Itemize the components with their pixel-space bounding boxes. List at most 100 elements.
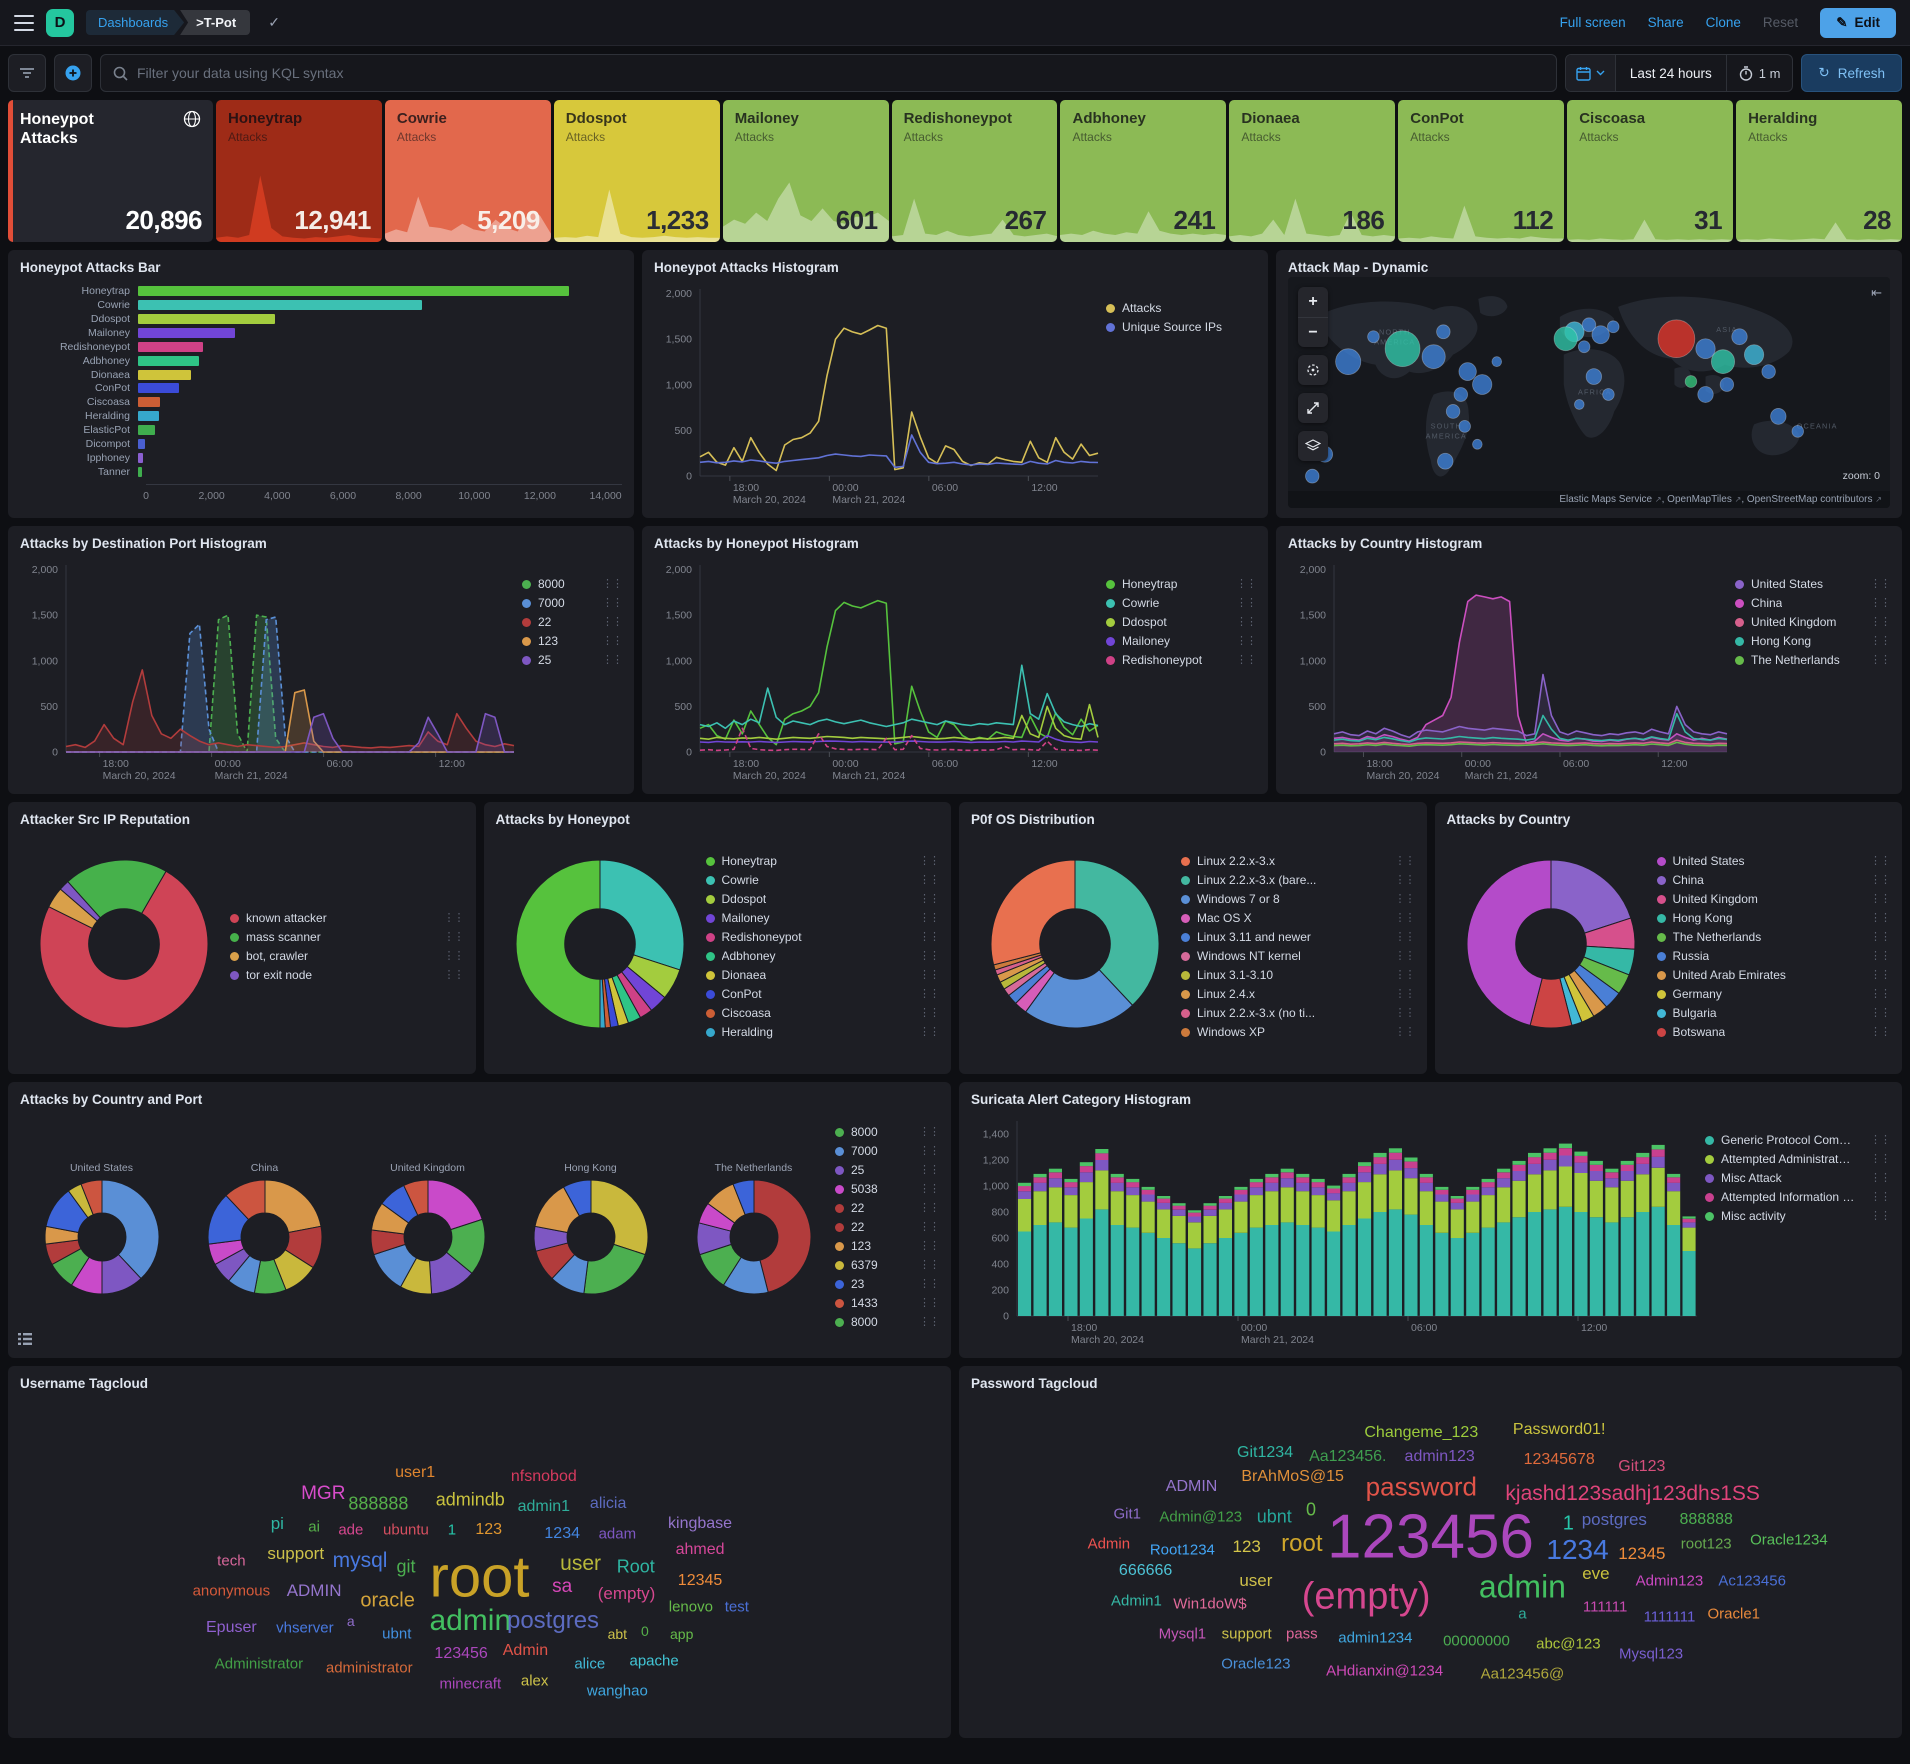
tagcloud-word[interactable]: Git123	[1618, 1457, 1666, 1475]
panel-title[interactable]: Attacks by Honeypot Histogram	[654, 536, 859, 551]
tagcloud-word[interactable]: kjashd123sadhj123dhs1SS	[1505, 1481, 1760, 1505]
tagcloud-word[interactable]: AHdianxin@1234	[1326, 1662, 1444, 1680]
legend-item[interactable]: ConPot ⋮⋮	[705, 985, 940, 1004]
legend-menu-icon[interactable]: ⋮⋮	[919, 968, 940, 981]
tagcloud-word[interactable]: kingbase	[668, 1514, 733, 1532]
tagcloud-word[interactable]: MGR	[301, 1482, 346, 1504]
legend-item[interactable]: China ⋮⋮	[1735, 594, 1891, 613]
tagcloud-word[interactable]: ubnt	[382, 1625, 412, 1643]
panel-title[interactable]: Attacks by Honeypot	[495, 812, 630, 827]
panel-title[interactable]: Honeypot Attacks Histogram	[654, 260, 839, 275]
legend-menu-icon[interactable]: ⋮⋮	[1236, 654, 1257, 666]
tagcloud-word[interactable]: Git1234	[1237, 1444, 1294, 1462]
legend-menu-icon[interactable]: ⋮⋮	[1394, 987, 1416, 1000]
legend-menu-icon[interactable]: ⋮⋮	[919, 1025, 940, 1038]
legend-menu-icon[interactable]: ⋮⋮	[1870, 854, 1891, 867]
legend-menu-icon[interactable]: ⋮⋮	[1394, 1006, 1416, 1019]
tagcloud-word[interactable]: Git1	[1113, 1505, 1141, 1523]
legend-item[interactable]: Botswana ⋮⋮	[1656, 1023, 1891, 1042]
legend-item[interactable]: Attempted Information L... ⋮⋮	[1705, 1188, 1891, 1207]
tagcloud-word[interactable]: Admin@123	[1159, 1508, 1243, 1526]
panel-title[interactable]: Attack Map - Dynamic	[1288, 260, 1429, 275]
bar-row[interactable]: Dionaea	[20, 369, 622, 381]
legend-menu-icon[interactable]: ⋮⋮	[1870, 892, 1891, 905]
legend-item[interactable]: 22 ⋮⋮	[835, 1199, 939, 1218]
map-layers-button[interactable]	[1298, 431, 1328, 461]
stat-tile-conpot[interactable]: ConPot Attacks 112	[1398, 100, 1565, 242]
legend-menu-icon[interactable]: ⋮⋮	[1394, 968, 1416, 981]
legend-item[interactable]: Windows NT kernel ⋮⋮	[1181, 947, 1416, 966]
bar[interactable]	[138, 313, 275, 324]
tagcloud-word[interactable]: ubnt	[1256, 1506, 1292, 1527]
bar-row[interactable]: ElasticPot	[20, 424, 622, 436]
legend-menu-icon[interactable]: ⋮⋮	[919, 1297, 939, 1309]
bar[interactable]	[138, 383, 180, 394]
legend-menu-icon[interactable]: ⋮⋮	[1236, 578, 1257, 590]
legend-item[interactable]: Hong Kong ⋮⋮	[1656, 909, 1891, 928]
map-locate-button[interactable]	[1298, 355, 1328, 385]
country-port-donut-united-states[interactable]: United States	[20, 1162, 183, 1296]
bar-row[interactable]: Honeytrap	[20, 285, 622, 297]
stat-tile-redishoneypot[interactable]: Redishoneypot Attacks 267	[891, 100, 1058, 242]
bar[interactable]	[138, 327, 235, 338]
panel-title[interactable]: P0f OS Distribution	[971, 812, 1095, 827]
tagcloud-word[interactable]: 12345	[1618, 1543, 1666, 1563]
tagcloud-word[interactable]: admin1234	[1338, 1629, 1413, 1647]
bar-row[interactable]: Ddospot	[20, 313, 622, 325]
tagcloud-word[interactable]: ADMIN	[286, 1580, 342, 1600]
country-port-donut-united-kingdom[interactable]: United Kingdom	[346, 1162, 509, 1296]
tagcloud-word[interactable]: Admin1	[1110, 1592, 1162, 1610]
tagcloud-word[interactable]: ai	[308, 1518, 320, 1536]
legend-item[interactable]: United Arab Emirates ⋮⋮	[1656, 966, 1891, 985]
legend-item[interactable]: 8000 ⋮⋮	[835, 1123, 939, 1142]
bar[interactable]	[138, 397, 161, 408]
tagcloud-word[interactable]: alex	[520, 1672, 549, 1690]
tagcloud-word[interactable]: 111111	[1582, 1598, 1628, 1616]
legend-menu-icon[interactable]: ⋮⋮	[1870, 911, 1891, 924]
reset-link[interactable]: Reset	[1762, 15, 1799, 30]
legend-menu-icon[interactable]: ⋮⋮	[919, 1221, 939, 1233]
legend-item[interactable]: Heralding ⋮⋮	[705, 1023, 940, 1042]
panel-title[interactable]: Attacks by Country Histogram	[1288, 536, 1483, 551]
src-ip-reputation-donut[interactable]	[38, 858, 210, 1035]
legend-item[interactable]: mass scanner ⋮⋮	[230, 928, 465, 947]
legend-menu-icon[interactable]: ⋮⋮	[1394, 1025, 1416, 1038]
legend-item[interactable]: Honeytrap ⋮⋮	[705, 852, 940, 871]
legend-item[interactable]: Linux 2.2.x-3.x ⋮⋮	[1181, 852, 1416, 871]
legend-menu-icon[interactable]: ⋮⋮	[1870, 616, 1891, 628]
tagcloud-word[interactable]: Admin123	[1635, 1572, 1704, 1590]
tagcloud-word[interactable]: root	[429, 1544, 530, 1610]
bar[interactable]	[138, 425, 155, 436]
attacks-by-honeypot-donut[interactable]	[514, 858, 686, 1035]
legend-item[interactable]: Linux 2.2.x-3.x (bare... ⋮⋮	[1181, 871, 1416, 890]
bar-row[interactable]: Ciscoasa	[20, 396, 622, 408]
refresh-button[interactable]: ↻ Refresh	[1801, 54, 1902, 92]
tagcloud-word[interactable]: 0	[1306, 1499, 1317, 1520]
tagcloud-word[interactable]: Mysql123	[1618, 1645, 1684, 1663]
stat-tile-honeytrap[interactable]: Honeytrap Attacks 12,941	[216, 100, 382, 242]
legend-menu-icon[interactable]: ⋮⋮	[919, 987, 940, 1000]
bar-row[interactable]: Redishoneypot	[20, 341, 622, 353]
clone-link[interactable]: Clone	[1705, 15, 1741, 30]
legend-menu-icon[interactable]: ⋮⋮	[1236, 616, 1257, 628]
tagcloud-word[interactable]: administrator	[325, 1659, 413, 1677]
tagcloud-word[interactable]: 888888	[348, 1493, 409, 1514]
legend-item[interactable]: Redishoneypot ⋮⋮	[1106, 651, 1257, 670]
legend-item[interactable]: Linux 3.11 and newer ⋮⋮	[1181, 928, 1416, 947]
legend-item[interactable]: Windows 7 or 8 ⋮⋮	[1181, 890, 1416, 909]
tagcloud-word[interactable]: support	[267, 1543, 325, 1563]
tagcloud-word[interactable]: admin	[1478, 1568, 1566, 1605]
tagcloud-word[interactable]: vhserver	[276, 1619, 334, 1636]
legend-menu-icon[interactable]: ⋮⋮	[602, 635, 623, 647]
bar[interactable]	[138, 466, 142, 477]
legend-item[interactable]: 23 ⋮⋮	[835, 1275, 939, 1294]
panel-title[interactable]: Attacker Src IP Reputation	[20, 812, 191, 827]
tagcloud-word[interactable]: 123	[1232, 1537, 1261, 1557]
tagcloud-word[interactable]: abc@123	[1536, 1635, 1601, 1653]
legend-item[interactable]: Windows XP ⋮⋮	[1181, 1023, 1416, 1042]
bar[interactable]	[138, 369, 192, 380]
tagcloud-word[interactable]: app	[669, 1626, 694, 1643]
tagcloud-word[interactable]: password	[1365, 1471, 1477, 1502]
legend-item[interactable]: Mailoney ⋮⋮	[1106, 632, 1257, 651]
legend-item[interactable]: Hong Kong ⋮⋮	[1735, 632, 1891, 651]
